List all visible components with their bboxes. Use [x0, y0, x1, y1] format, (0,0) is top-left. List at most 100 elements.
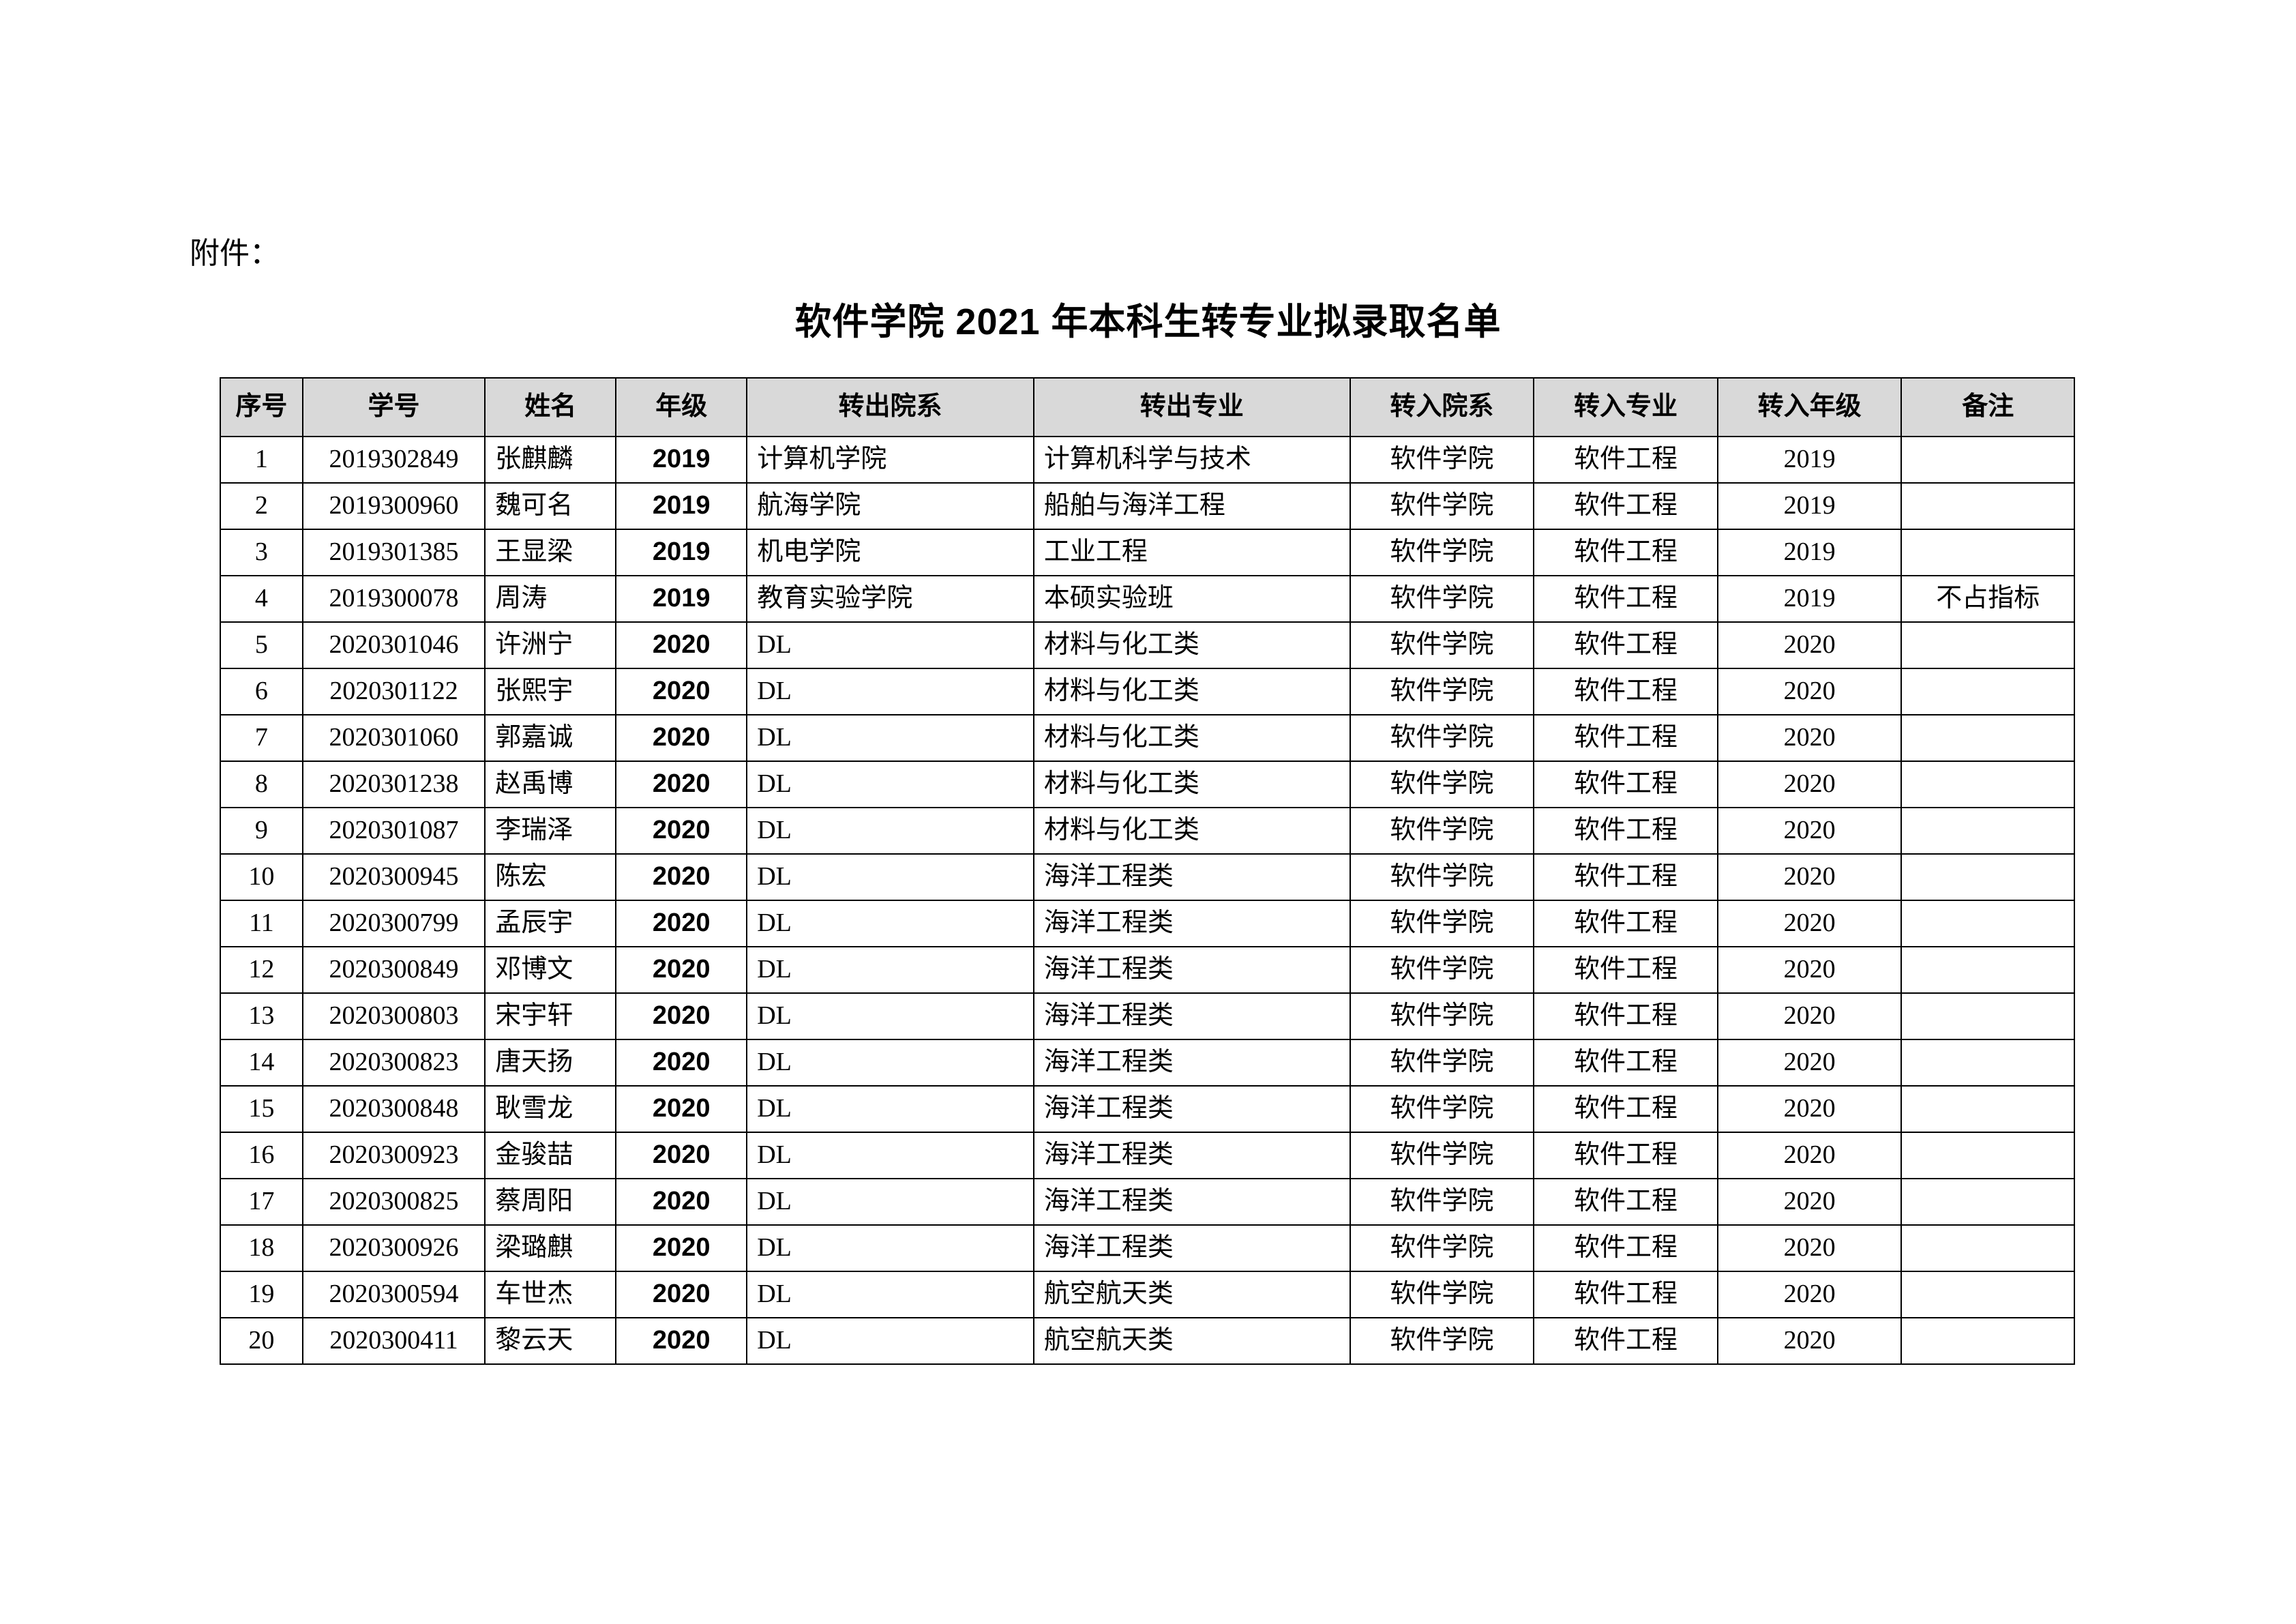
cell-in-major: 软件工程: [1533, 575, 1718, 623]
cell-in-major: 软件工程: [1533, 946, 1718, 994]
cell-in-dept: 软件学院: [1349, 900, 1535, 947]
cell-note: [1900, 1178, 2075, 1226]
cell-grade: 2019: [615, 575, 748, 623]
cell-in-major: 软件工程: [1533, 992, 1718, 1040]
cell-out-major: 材料与化工类: [1032, 714, 1351, 762]
cell-in-dept: 软件学院: [1349, 1039, 1535, 1087]
table-row: 11 2020300799 孟辰宇 2020 DL 海洋工程类 软件学院 软件工程 2020: [220, 900, 2075, 947]
cell-in-dept: 软件学院: [1349, 1317, 1535, 1365]
cell-student-id: 2020300945: [301, 853, 486, 901]
column-header-student-id: 学号: [301, 377, 486, 437]
cell-name: 梁璐麒: [484, 1224, 617, 1272]
cell-out-major: 海洋工程类: [1032, 1224, 1351, 1272]
cell-grade: 2020: [615, 714, 748, 762]
cell-grade: 2020: [615, 1039, 748, 1087]
cell-in-major: 软件工程: [1533, 1178, 1718, 1226]
cell-student-id: 2020301060: [301, 714, 486, 762]
cell-out-major: 材料与化工类: [1032, 668, 1351, 715]
cell-name: 王显梁: [484, 529, 617, 576]
cell-index: 3: [220, 529, 303, 576]
cell-out-dept: DL: [746, 946, 1034, 994]
cell-in-dept: 软件学院: [1349, 436, 1535, 484]
cell-grade: 2020: [615, 1085, 748, 1133]
cell-in-grade: 2020: [1716, 853, 1903, 901]
cell-student-id: 2020301238: [301, 761, 486, 808]
cell-name: 张熙宇: [484, 668, 617, 715]
cell-in-dept: 软件学院: [1349, 1271, 1535, 1318]
cell-grade: 2020: [615, 621, 748, 669]
cell-name: 宋宇轩: [484, 992, 617, 1040]
column-header-note: 备注: [1900, 377, 2075, 437]
table-row: 1 2019302849 张麒麟 2019 计算机学院 计算机科学与技术 软件学院 软件工程 2…: [220, 436, 2075, 484]
cell-grade: 2020: [615, 807, 748, 855]
cell-out-major: 海洋工程类: [1032, 992, 1351, 1040]
cell-student-id: 2020300923: [301, 1132, 486, 1179]
cell-in-major: 软件工程: [1533, 1132, 1718, 1179]
cell-out-major: 航空航天类: [1032, 1271, 1351, 1318]
table-row: 10 2020300945 陈宏 2020 DL 海洋工程类 软件学院 软件工程 2020: [220, 853, 2075, 901]
cell-in-major: 软件工程: [1533, 529, 1718, 576]
cell-student-id: 2020300823: [301, 1039, 486, 1087]
cell-in-dept: 软件学院: [1349, 482, 1535, 530]
table-row: 17 2020300825 蔡周阳 2020 DL 海洋工程类 软件学院 软件工程 2020: [220, 1178, 2075, 1226]
cell-out-major: 材料与化工类: [1032, 621, 1351, 669]
cell-name: 唐天扬: [484, 1039, 617, 1087]
cell-out-major: 本硕实验班: [1032, 575, 1351, 623]
column-header-in-grade: 转入年级: [1716, 377, 1903, 437]
cell-out-dept: DL: [746, 714, 1034, 762]
cell-name: 耿雪龙: [484, 1085, 617, 1133]
cell-out-major: 材料与化工类: [1032, 761, 1351, 808]
cell-in-dept: 软件学院: [1349, 1132, 1535, 1179]
cell-grade: 2020: [615, 1271, 748, 1318]
cell-index: 5: [220, 621, 303, 669]
cell-note: [1900, 761, 2075, 808]
cell-student-id: 2020300848: [301, 1085, 486, 1133]
cell-in-dept: 软件学院: [1349, 714, 1535, 762]
cell-student-id: 2020300926: [301, 1224, 486, 1272]
cell-name: 邓博文: [484, 946, 617, 994]
cell-student-id: 2020301122: [301, 668, 486, 715]
cell-note: [1900, 1039, 2075, 1087]
cell-in-grade: 2020: [1716, 1317, 1903, 1365]
cell-in-dept: 软件学院: [1349, 761, 1535, 808]
cell-out-major: 工业工程: [1032, 529, 1351, 576]
cell-in-dept: 软件学院: [1349, 621, 1535, 669]
cell-index: 19: [220, 1271, 303, 1318]
cell-index: 16: [220, 1132, 303, 1179]
cell-name: 陈宏: [484, 853, 617, 901]
cell-out-major: 材料与化工类: [1032, 807, 1351, 855]
cell-out-major: 海洋工程类: [1032, 1085, 1351, 1133]
cell-in-major: 软件工程: [1533, 761, 1718, 808]
cell-note: [1900, 853, 2075, 901]
cell-student-id: 2020301087: [301, 807, 486, 855]
cell-index: 20: [220, 1317, 303, 1365]
cell-name: 孟辰宇: [484, 900, 617, 947]
cell-out-major: 船舶与海洋工程: [1032, 482, 1351, 530]
cell-out-dept: DL: [746, 807, 1034, 855]
cell-index: 14: [220, 1039, 303, 1087]
table-row: 9 2020301087 李瑞泽 2020 DL 材料与化工类 软件学院 软件工程 2020: [220, 807, 2075, 855]
cell-student-id: 2020300803: [301, 992, 486, 1040]
cell-index: 4: [220, 575, 303, 623]
cell-in-dept: 软件学院: [1349, 1178, 1535, 1226]
cell-out-major: 计算机科学与技术: [1032, 436, 1351, 484]
cell-note: [1900, 1317, 2075, 1365]
cell-out-dept: DL: [746, 1085, 1034, 1133]
cell-note: [1900, 1132, 2075, 1179]
cell-index: 7: [220, 714, 303, 762]
cell-student-id: 2020300411: [301, 1317, 486, 1365]
cell-index: 17: [220, 1178, 303, 1226]
cell-in-major: 软件工程: [1533, 482, 1718, 530]
cell-out-dept: DL: [746, 1224, 1034, 1272]
column-header-in-major: 转入专业: [1533, 377, 1718, 437]
cell-in-major: 软件工程: [1533, 807, 1718, 855]
table-row: 20 2020300411 黎云天 2020 DL 航空航天类 软件学院 软件工程 2020: [220, 1317, 2075, 1365]
cell-in-grade: 2020: [1716, 1039, 1903, 1087]
cell-index: 12: [220, 946, 303, 994]
table-header: 序号 学号 姓名 年级 转出院系 转出专业 转入院系 转入专业 转入年级 备注: [220, 377, 2075, 437]
cell-name: 李瑞泽: [484, 807, 617, 855]
cell-in-dept: 软件学院: [1349, 1224, 1535, 1272]
cell-index: 8: [220, 761, 303, 808]
cell-note: [1900, 714, 2075, 762]
cell-in-major: 软件工程: [1533, 621, 1718, 669]
